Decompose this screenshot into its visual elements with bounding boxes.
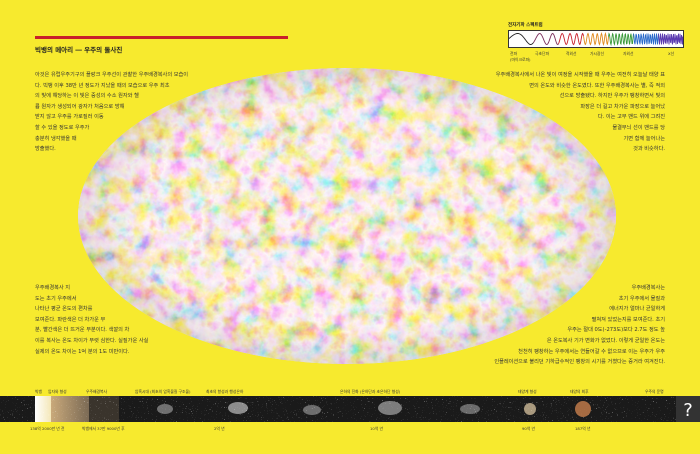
page-title: 빅뱅의 메아리 ― 우주의 돌사진 [35,46,123,54]
spectrum-wave-segment [608,32,634,47]
text-line: 의 빛에 해당하는 이 빛은 중성의 수소 원자와 헬 [35,93,139,100]
text-line: 것과 비슷하다. [633,146,665,153]
timeline-strip: ? [0,396,700,422]
spectrum-wave-segment [583,32,609,47]
timeline-stage: 빅뱅 [35,389,42,394]
timeline-time: 10억 년 [370,426,384,431]
text-line: 우주는 절대 0도(-273도)보다 2.7도 정도 높 [567,327,665,334]
text-line: 나타난 평균 온도의 편차를 [35,306,93,313]
text-line: 우주배경복사 지 [35,285,71,291]
text-line: 실제의 온도 차이는 1억 분의 1도 미만이다. [35,348,130,355]
spectrum-label: X선 [668,51,675,56]
spectrum-wave-segment [558,32,584,46]
universe-timeline: 빅뱅 입자와 형성 우주배경복사 암흑시대 (최초의 암흑물질 구조물) 최초의… [0,388,700,438]
text-line: 은 온도복사 기가 변화가 없었다. 이렇게 균일한 온도는 [546,337,665,344]
question-mark-icon: ? [683,400,693,421]
spectrum-label: 가시광선 [590,51,604,56]
text-line: 천천히 팽창하는 우주에서는 연들어갈 수 없으므로 이는 우주가 우주 [518,348,665,355]
timeline-time: 빅뱅에서 37만 9000년 후 [82,426,125,431]
text-line: 에너지가 얼마나 균일하게 [609,306,665,313]
right-top-paragraph: 우주배경복사에서 나온 빛이 여정을 시작했을 때 우주는 여전히 오늘날 태양… [496,70,665,155]
text-line: 물결무늬 선이 밴드를 당 [612,124,665,131]
text-line: 이를 복사는 온도 차이가 뚜렷 심한다. 실질가운 사실 [35,337,149,344]
timeline-stage: 은하의 진화 (은하단과 초은하단 형성) [340,389,401,394]
text-line: 초기 우주에서 물질과 [618,295,665,302]
text-line: 충분히 냉각했을 때 [35,135,77,142]
text-line: 륨 원자가 생성되어 광자가 처음으로 방해 [35,103,125,110]
spectrum-labels: 전파 (마이크로파) 극초단파 적외선 가시광선 자외선 X선 [508,51,684,65]
text-line: 다. 이는 고무 밴드 위에 그려진 [597,114,665,121]
title-rule [35,36,288,39]
timeline-time-labels: 138억 2000만 년 전 빅뱅에서 37만 9000년 후 2억 년 10억… [0,424,700,434]
spectrum-wave-segment [533,33,559,45]
spectrum-label: 자외선 [623,51,634,56]
timeline-stage: 태양계 형성 [518,389,537,394]
timeline-stage: 우주의 운명 [645,389,664,394]
timeline-strip-image: ? [0,396,700,422]
text-line: 도는 초기 우주에서 [35,295,77,302]
text-line: 선으로 방출됐다. 하지만 우주가 팽창하면서 빛의 [559,93,665,100]
timeline-stage: 입자와 형성 [48,389,67,394]
spectrum-label: 적외선 [566,51,577,56]
text-line: 아것은 유럽우주기구의 플랑크 우주선이 관찰한 우주배경복사의 모습이 [35,72,189,78]
spectrum-label: 전파 [510,51,517,56]
timeline-time: 90억 년 [522,426,536,431]
text-line: 기면 함께 늘어나는 [623,135,665,142]
text-line: 우주배경복사는 [631,285,665,291]
timeline-stage: 최초의 항성과 행성은하 [206,389,244,394]
text-line: 다. 빅뱅 이후 38만 년 정도가 지났을 때의 모습으로 우주 최초 [35,82,170,89]
spectrum-title: 전자기파 스펙트럼 [508,23,543,28]
text-line: 면의 온도와 비슷한 온도였다. 또한 우주배경복사는 별, 즉 적외 [529,82,665,89]
timeline-time: 138억 2000만 년 전 [30,426,65,431]
timeline-stage: 암흑시대 (최초의 암흑물질 구조물) [135,389,191,394]
timeline-stage-labels: 빅뱅 입자와 형성 우주배경복사 암흑시대 (최초의 암흑물질 구조물) 최초의… [0,388,700,396]
timeline-time: 2억 년 [214,426,225,431]
spectrum-label: 극초단파 [535,51,549,56]
em-spectrum-graphic: 전자기파 스펙트럼 전파 (마이크로파) 극초단파 적외선 가시광선 자외선 X… [508,22,684,66]
intro-paragraph: 아것은 유럽우주기구의 플랑크 우주선이 관찰한 우주배경복사의 모습이 다. … [35,70,188,155]
spectrum-wave-segment [633,33,659,46]
text-line: 분, 빨간색은 더 뜨거운 부분이다. 색깔의 차 [35,327,130,334]
text-line: 인플레이션으로 불리던 기하급수적인 팽창의 시기를 거쳤다는 증거라 여겨진다… [494,359,665,366]
timeline-stage: 우주배경복사 [86,389,107,394]
spectrum-sublabel: (마이크로파) [510,57,531,62]
spectrum-wave-segment [658,33,683,45]
left-bottom-paragraph: 우주배경복사 지 도는 초기 우주에서 나타난 평균 온도의 편차를 보여준다.… [35,283,148,357]
text-line: 펼쳐져 있었는지를 보여준다. 초기 [591,316,665,323]
text-line: 우주배경복사에서 나온 빛이 여정을 시작했을 때 우주는 여전히 오늘날 태양… [495,72,665,78]
text-line: 받지 않고 우주를 가로질러 이동 [35,114,104,121]
text-line: 파장은 더 길고 차가운 파장으로 늘어났 [580,103,665,110]
right-bottom-paragraph: 우주배경복사는 초기 우주에서 물질과 에너지가 얼마나 균일하게 펼쳐져 있었… [494,283,665,368]
text-line: 보여준다. 파란색은 더 차가운 부 [35,316,106,323]
spectrum-wave-box [508,30,684,48]
timeline-stage: 태양의 최후 [570,389,589,394]
spectrum-wave-segment [509,33,534,45]
text-line: 할 수 있을 정도로 우주가 [35,124,90,131]
cmb-map [78,68,616,364]
text-line: 방출했다. [35,146,56,153]
wave-icon [509,32,683,47]
cmb-map-image [78,68,616,364]
timeline-time: 187억 년 [575,426,591,431]
